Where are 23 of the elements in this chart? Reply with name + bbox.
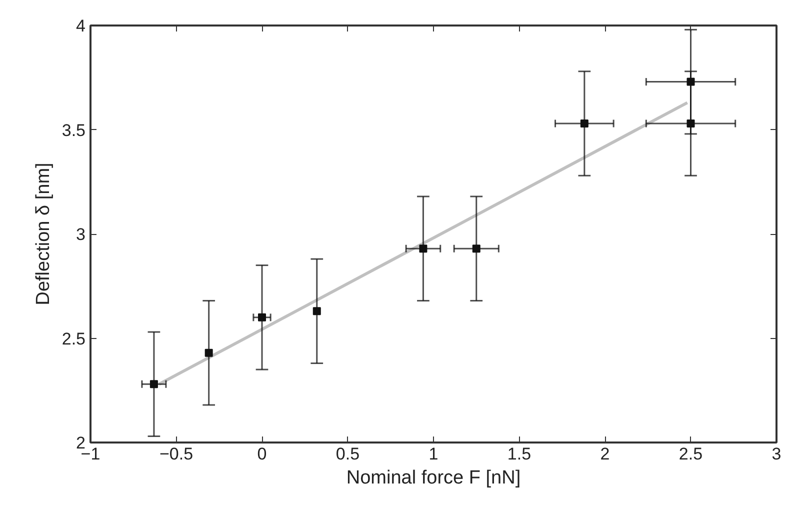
point: [204, 348, 213, 357]
x-tick-label: 0: [257, 444, 267, 464]
x-axis-title: Nominal force F [nN]: [346, 468, 521, 488]
y-axis-title: Deflection δ [nm]: [32, 162, 54, 306]
point: [686, 78, 695, 86]
x-tick-label: −0.5: [159, 444, 194, 464]
y-tick-label: 3: [76, 225, 86, 244]
point: [419, 244, 428, 253]
x-tick-label: 1.5: [507, 444, 532, 464]
point: [258, 313, 266, 322]
y-tick-label: 4: [76, 16, 86, 36]
x-tick-label: 2.5: [678, 444, 703, 464]
point: [150, 380, 158, 388]
point: [580, 119, 588, 128]
x-tick-label: 3: [772, 444, 782, 464]
x-tick-label: 1: [428, 444, 438, 464]
y-tick-label: 3.5: [62, 120, 86, 140]
point: [312, 307, 321, 316]
point: [472, 244, 480, 253]
y-tick-label: 2.5: [62, 329, 86, 348]
x-tick-label: 2: [600, 444, 610, 464]
x-tick-label: 0.5: [336, 444, 360, 464]
point: [686, 119, 695, 128]
